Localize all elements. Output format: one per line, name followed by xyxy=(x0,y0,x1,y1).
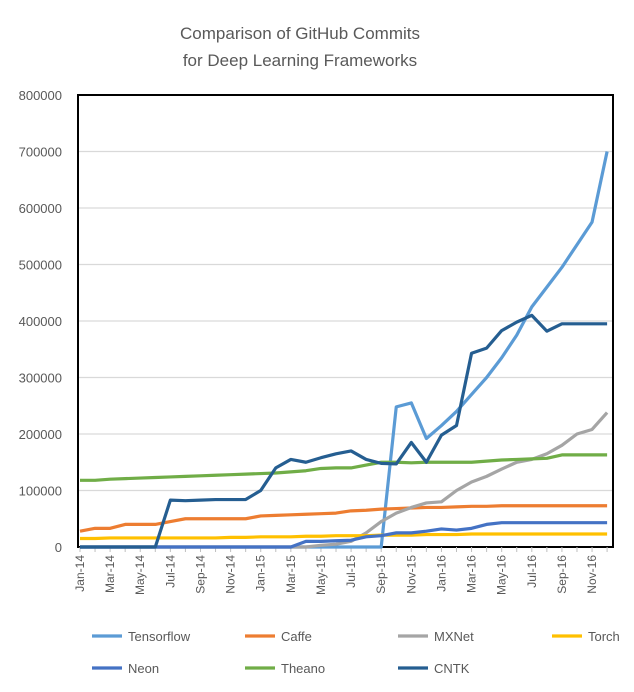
x-tick-label: May-14 xyxy=(133,555,147,595)
y-tick-label: 300000 xyxy=(19,371,62,386)
series-line-mxnet xyxy=(80,411,609,549)
chart-title-line-1: Comparison of GitHub Commits xyxy=(180,24,420,43)
x-tick-label: Jan-14 xyxy=(73,555,87,592)
x-tick-label: Nov-16 xyxy=(585,555,599,594)
y-tick-label: 100000 xyxy=(19,484,62,499)
y-tick-label: 0 xyxy=(55,540,62,555)
series-line-tensorflow xyxy=(80,151,609,549)
legend-label-tensorflow: Tensorflow xyxy=(128,629,191,644)
series-line-neon xyxy=(80,521,608,549)
x-tick-label: Sep-15 xyxy=(374,555,388,594)
legend-label-theano: Theano xyxy=(281,661,325,676)
legend-label-cntk: CNTK xyxy=(434,661,470,676)
y-tick-label: 700000 xyxy=(19,145,62,160)
series-line-caffe xyxy=(79,504,608,533)
legend-label-mxnet: MXNet xyxy=(434,629,474,644)
x-tick-label: Jul-15 xyxy=(344,555,358,588)
x-tick-label: Sep-14 xyxy=(193,555,207,594)
x-tick-label: May-16 xyxy=(495,555,509,595)
x-tick-label: Jan-16 xyxy=(434,555,448,592)
chart-title-line-2: for Deep Learning Frameworks xyxy=(182,51,418,70)
x-tick-label: May-15 xyxy=(314,555,328,595)
y-tick-label: 500000 xyxy=(19,258,62,273)
y-tick-label: 400000 xyxy=(19,314,62,329)
x-tick-label: Mar-14 xyxy=(103,555,117,593)
x-tick-label: Nov-15 xyxy=(404,555,418,594)
y-tick-label: 800000 xyxy=(19,88,62,103)
legend-label-torch: Torch xyxy=(588,629,620,644)
y-tick-label: 600000 xyxy=(19,201,62,216)
x-tick-label: Jul-16 xyxy=(525,555,539,588)
legend-label-neon: Neon xyxy=(128,661,159,676)
legend-label-caffe: Caffe xyxy=(281,629,312,644)
x-tick-label: Jul-14 xyxy=(163,555,177,588)
y-tick-label: 200000 xyxy=(19,427,62,442)
series-line-torch xyxy=(80,532,608,541)
x-tick-label: Nov-14 xyxy=(224,555,238,594)
chart-title: Comparison of GitHub Commits for Deep Le… xyxy=(0,20,600,74)
series-line-theano xyxy=(80,453,608,482)
x-tick-label: Mar-16 xyxy=(465,555,479,593)
x-tick-label: Jan-15 xyxy=(254,555,268,592)
x-tick-label: Sep-16 xyxy=(555,555,569,594)
series-line-cntk xyxy=(80,313,608,549)
x-tick-label: Mar-15 xyxy=(284,555,298,593)
